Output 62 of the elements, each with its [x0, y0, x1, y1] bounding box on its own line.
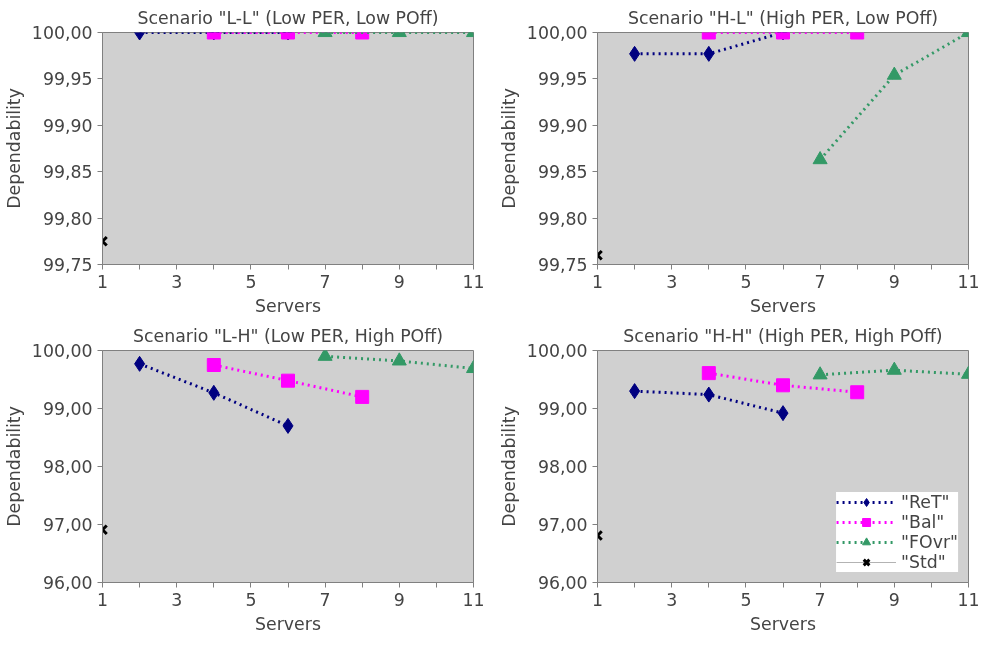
y-axis-title: Dependability: [498, 88, 519, 209]
x-tick-label: 9: [888, 589, 900, 610]
x-tick-label: 3: [666, 271, 678, 292]
x-tick-label: 7: [319, 271, 331, 292]
x-tick-label: 3: [666, 589, 678, 610]
x-tick-label: 1: [96, 271, 109, 292]
y-tick-label: 99,75: [537, 255, 588, 275]
legend-label: "Std": [901, 552, 946, 572]
x-tick-label: 7: [814, 271, 826, 292]
y-tick-label: 100,00: [31, 341, 93, 361]
y-tick-label: 97,00: [537, 515, 588, 535]
x-axis-title: Servers: [750, 613, 816, 634]
chart-title: Scenario "L-L" (Low PER, Low POff): [137, 7, 439, 28]
y-tick-label: 96,00: [42, 573, 93, 593]
x-tick-label: 5: [740, 589, 752, 610]
chart-title: Scenario "H-H" (High PER, High POff): [623, 325, 943, 346]
x-tick-label: 9: [888, 271, 900, 292]
x-axis-title: Servers: [255, 613, 321, 634]
y-tick-label: 99,90: [537, 115, 588, 136]
x-tick-label: 11: [957, 271, 980, 292]
chart-title: Scenario "L-H" (Low PER, High POff): [133, 325, 443, 346]
y-tick-label: 99,90: [42, 115, 93, 136]
x-tick-label: 5: [740, 271, 752, 292]
x-axis-title: Servers: [255, 295, 321, 316]
y-tick-label: 97,00: [42, 515, 93, 535]
y-tick-label: 99,80: [42, 208, 93, 229]
x-tick-label: 11: [462, 589, 485, 610]
y-tick-label: 99,00: [537, 399, 588, 419]
y-tick-label: 99,85: [42, 162, 93, 183]
y-tick-label: 99,85: [537, 162, 588, 183]
y-tick-label: 99,75: [42, 255, 93, 275]
x-tick-label: 9: [393, 589, 405, 610]
chart-title: Scenario "H-L" (High PER, Low POff): [627, 7, 939, 28]
x-tick-label: 5: [245, 589, 257, 610]
y-tick-label: 99,95: [42, 69, 93, 90]
y-tick-label: 99,00: [42, 399, 93, 419]
legend-label: "ReT": [901, 492, 950, 512]
y-axis-title: Dependability: [498, 406, 519, 527]
y-tick-label: 98,00: [537, 457, 588, 477]
x-tick-label: 5: [245, 271, 257, 292]
y-tick-label: 100,00: [526, 341, 588, 361]
y-tick-label: 99,95: [537, 69, 588, 90]
y-tick-label: 99,80: [537, 208, 588, 229]
x-tick-label: 11: [957, 589, 980, 610]
y-axis-title: Dependability: [3, 406, 24, 527]
y-tick-label: 100,00: [526, 23, 588, 43]
x-tick-label: 11: [462, 271, 485, 292]
y-tick-label: 96,00: [537, 573, 588, 593]
x-tick-label: 3: [171, 589, 183, 610]
x-tick-label: 1: [591, 271, 604, 292]
x-axis-title: Servers: [750, 295, 816, 316]
legend-label: "FOvr": [901, 532, 958, 552]
y-tick-label: 100,00: [31, 23, 93, 43]
x-tick-label: 1: [96, 589, 109, 610]
x-tick-label: 1: [591, 589, 604, 610]
y-axis-title: Dependability: [3, 88, 24, 209]
x-tick-label: 9: [393, 271, 405, 292]
x-tick-label: 7: [814, 589, 826, 610]
y-tick-label: 98,00: [42, 457, 93, 477]
legend-label: "Bal": [901, 512, 945, 532]
x-tick-label: 3: [171, 271, 183, 292]
x-tick-label: 7: [319, 589, 331, 610]
